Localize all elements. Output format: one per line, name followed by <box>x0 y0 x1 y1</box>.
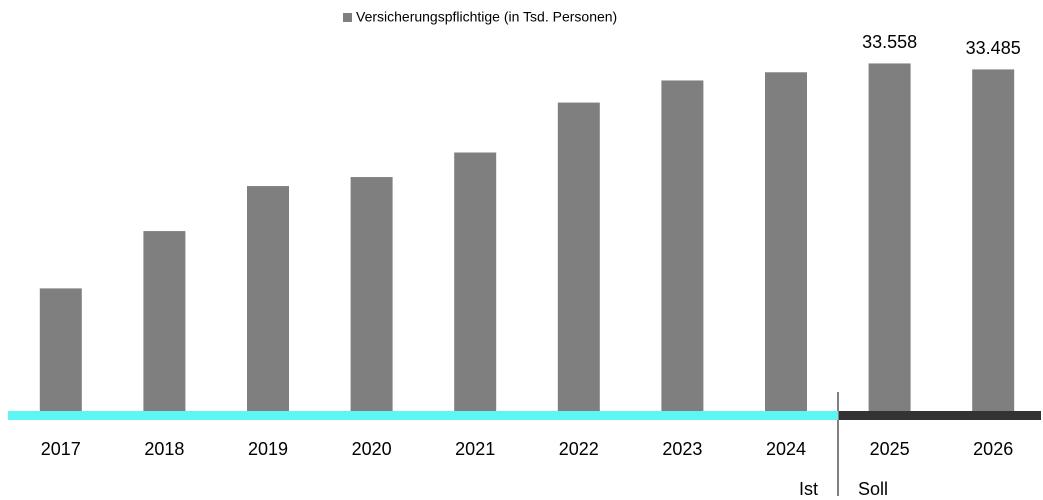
x-tick-label: 2024 <box>766 439 806 459</box>
bar <box>350 177 393 412</box>
x-tick-label: 2021 <box>455 439 495 459</box>
annotation: Soll <box>858 479 888 499</box>
x-tick-label: 2017 <box>41 439 81 459</box>
legend-swatch <box>343 13 352 22</box>
bar <box>765 72 807 413</box>
x-tick-label: 2026 <box>973 439 1013 459</box>
x-tick-label: 2019 <box>248 439 288 459</box>
x-tick-label: 2022 <box>559 439 599 459</box>
bar <box>661 80 704 412</box>
bar <box>972 69 1015 413</box>
x-tick-label: 2018 <box>144 439 184 459</box>
x-tick-label: 2025 <box>870 439 910 459</box>
data-label: 33.485 <box>966 38 1021 58</box>
x-tick-label: 2020 <box>352 439 392 459</box>
x-tick-label: 2023 <box>662 439 702 459</box>
bar <box>868 63 911 412</box>
bar <box>143 231 186 412</box>
bar <box>39 288 82 412</box>
period-bar <box>839 411 1041 420</box>
bar <box>247 186 289 412</box>
period-bar <box>8 411 838 420</box>
annotation: Ist <box>799 479 818 499</box>
legend-label: Versicherungspflichtige (in Tsd. Persone… <box>356 9 617 25</box>
bar <box>454 152 497 412</box>
bar <box>557 102 600 412</box>
data-label: 33.558 <box>862 32 917 52</box>
